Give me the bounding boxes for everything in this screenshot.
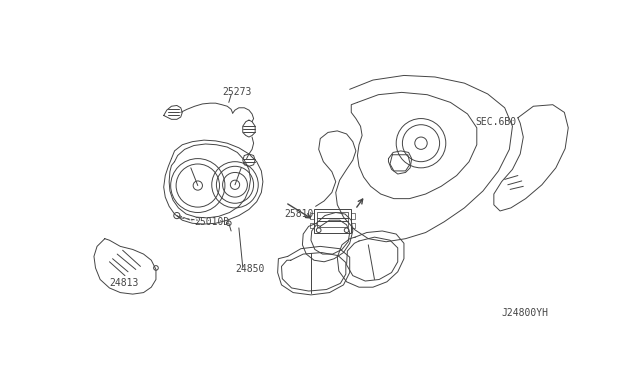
Bar — [310, 213, 314, 219]
Text: 25810: 25810 — [285, 209, 314, 219]
Bar — [351, 213, 355, 219]
Text: SEC.6B0: SEC.6B0 — [476, 117, 516, 126]
Bar — [310, 222, 314, 228]
Text: J24800YH: J24800YH — [502, 308, 549, 318]
Bar — [317, 212, 348, 227]
Text: 24813: 24813 — [109, 278, 139, 288]
Text: 25010D: 25010D — [195, 217, 230, 227]
Text: 25273: 25273 — [222, 87, 252, 97]
Text: 24850: 24850 — [235, 264, 264, 275]
Bar — [314, 209, 351, 233]
Bar — [351, 222, 355, 228]
